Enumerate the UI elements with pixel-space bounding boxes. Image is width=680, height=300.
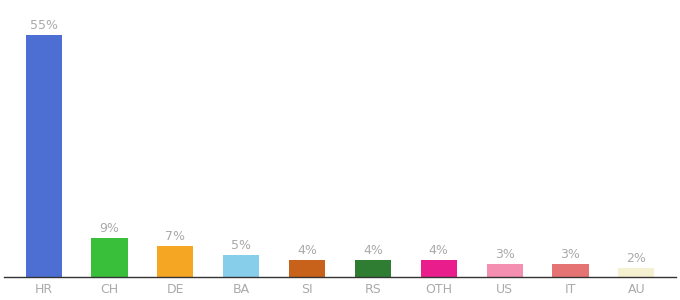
- Text: 4%: 4%: [429, 244, 449, 256]
- Bar: [223, 255, 259, 277]
- Bar: [26, 35, 62, 277]
- Bar: [355, 260, 391, 277]
- Bar: [618, 268, 654, 277]
- Text: 3%: 3%: [560, 248, 581, 261]
- Text: 4%: 4%: [363, 244, 383, 256]
- Bar: [157, 246, 194, 277]
- Text: 5%: 5%: [231, 239, 251, 252]
- Bar: [421, 260, 457, 277]
- Text: 3%: 3%: [494, 248, 515, 261]
- Bar: [552, 264, 589, 277]
- Text: 2%: 2%: [626, 252, 646, 266]
- Text: 4%: 4%: [297, 244, 317, 256]
- Text: 55%: 55%: [30, 19, 58, 32]
- Text: 7%: 7%: [165, 230, 186, 243]
- Bar: [486, 264, 523, 277]
- Bar: [289, 260, 325, 277]
- Bar: [91, 238, 128, 277]
- Text: 9%: 9%: [99, 221, 120, 235]
